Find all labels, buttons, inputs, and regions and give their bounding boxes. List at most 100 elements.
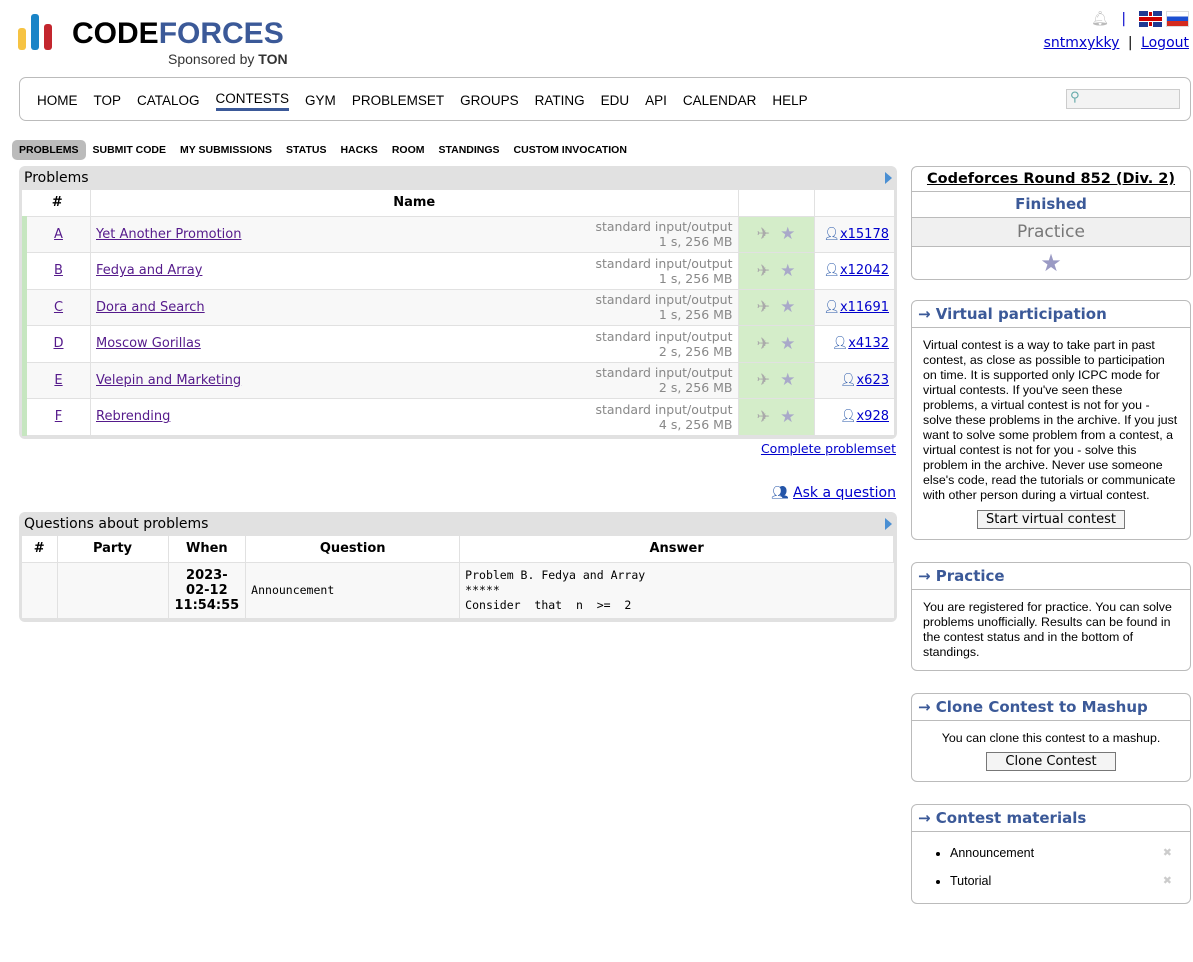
problem-index-link[interactable]: E <box>54 372 63 388</box>
problem-index-link[interactable]: C <box>53 299 64 315</box>
ask-question-link[interactable]: Ask a question <box>793 485 896 501</box>
problem-row: F Rebrending standard input/output 4 s, 25… <box>22 398 894 436</box>
favorite-star-icon[interactable]: ★ <box>780 333 796 354</box>
menu-item-rating[interactable]: RATING <box>534 92 585 108</box>
solved-count-link[interactable]: x15178 <box>839 226 889 242</box>
question-text: Announcement <box>245 562 461 619</box>
subnav-custom-invocation[interactable]: CUSTOM INVOCATION <box>513 144 627 156</box>
separator: | <box>1121 11 1127 27</box>
solved-user-icon: 👤︎ <box>839 409 857 425</box>
clone-contest-button[interactable]: Clone Contest <box>986 752 1116 771</box>
material-link[interactable]: Announcement <box>950 846 1035 860</box>
solved-count-link[interactable]: x4132 <box>848 336 889 352</box>
favorite-star-icon[interactable]: ★ <box>780 370 796 391</box>
ask-question[interactable]: 👥︎ Ask a question <box>771 484 896 502</box>
menu-item-contests[interactable]: CONTESTS <box>215 88 290 111</box>
problem-row: C Dora and Search standard input/output 1 … <box>22 289 894 326</box>
contest-materials-box: → Contest materials Announcement✖Tutoria… <box>911 804 1191 904</box>
submit-plane-icon[interactable]: ✈︎ <box>756 406 771 426</box>
start-virtual-contest-button[interactable]: Start virtual contest <box>977 510 1125 529</box>
russian-flag-icon[interactable] <box>1166 11 1189 27</box>
solved-user-icon: 👤︎ <box>839 372 857 388</box>
submit-plane-icon[interactable]: ✈︎ <box>756 333 771 353</box>
question-answer: Problem B. Fedya and Array ***** Consider … <box>459 562 894 619</box>
material-item[interactable]: Announcement ✖ <box>950 846 1190 861</box>
solved-count-link[interactable]: x928 <box>856 409 889 425</box>
problem-io: standard input/output <box>595 401 733 417</box>
menu-item-groups[interactable]: GROUPS <box>460 92 519 108</box>
expand-arrow-icon[interactable] <box>885 518 892 530</box>
username-link[interactable]: sntmxykky <box>1043 35 1120 51</box>
separator: | <box>1127 35 1133 51</box>
menu-item-gym[interactable]: GYM <box>305 92 336 108</box>
menu-item-top[interactable]: TOP <box>93 92 122 108</box>
remove-icon[interactable]: ✖ <box>1162 847 1172 859</box>
problem-name-link[interactable]: Rebrending <box>96 409 171 425</box>
solved-count-link[interactable]: x12042 <box>839 263 889 279</box>
material-link[interactable]: Tutorial <box>950 874 992 888</box>
favorite-star-icon[interactable]: ★ <box>780 260 796 281</box>
menu-item-home[interactable]: HOME <box>37 92 78 108</box>
subnav-status[interactable]: STATUS <box>286 144 327 156</box>
favorite-star-icon[interactable]: ★ <box>780 224 796 245</box>
favorite-star-icon[interactable]: ★ <box>780 406 796 427</box>
answer-line: ***** <box>465 582 500 597</box>
problem-row: A Yet Another Promotion standard input/ou… <box>22 216 894 253</box>
problem-name-link[interactable]: Yet Another Promotion <box>96 226 242 242</box>
subnav-standings[interactable]: STANDINGS <box>438 144 500 156</box>
problem-name-link[interactable]: Dora and Search <box>96 299 205 315</box>
problem-io: standard input/output <box>595 365 733 381</box>
search-input[interactable]: ⚲ <box>1066 89 1180 109</box>
contest-name-link[interactable]: Codeforces Round 852 (Div. 2) <box>926 171 1176 187</box>
problem-name-link[interactable]: Fedya and Array <box>96 263 203 279</box>
material-item[interactable]: Tutorial ✖ <box>950 874 1190 889</box>
subnav-problems[interactable]: PROBLEMS <box>12 140 86 160</box>
submit-plane-icon[interactable]: ✈︎ <box>756 297 771 317</box>
solved-user-icon: 👤︎ <box>823 263 840 279</box>
favorite-star-icon[interactable]: ★ <box>1040 249 1062 277</box>
remove-icon[interactable]: ✖ <box>1162 875 1172 887</box>
sponsor-text: Sponsored by <box>168 51 259 67</box>
problem-index-link[interactable]: B <box>54 263 63 279</box>
complete-problemset-link[interactable]: Complete problemset <box>760 441 896 456</box>
problems-title: Problems <box>24 170 89 186</box>
problem-limits: 1 s, 256 MB <box>658 270 733 286</box>
logout-link[interactable]: Logout <box>1141 35 1189 51</box>
questions-title: Questions about problems <box>24 516 209 532</box>
questions-table: # Party When Question Answer 2023-02-12 11:5… <box>22 536 894 619</box>
subnav-submit-code[interactable]: SUBMIT CODE <box>92 144 167 156</box>
menu-item-api[interactable]: API <box>645 92 667 108</box>
problem-io: standard input/output <box>595 219 733 235</box>
submit-plane-icon[interactable]: ✈︎ <box>756 260 771 280</box>
problem-name-link[interactable]: Velepin and Marketing <box>96 372 242 388</box>
menu-item-edu[interactable]: EDU <box>600 92 630 108</box>
problem-row: B Fedya and Array standard input/output 1 … <box>22 252 894 290</box>
menu-item-calendar[interactable]: CALENDAR <box>682 92 757 108</box>
problem-index-link[interactable]: A <box>54 226 63 242</box>
virtual-text: Virtual contest is a way to take part in… <box>923 338 1178 502</box>
menu-item-problemset[interactable]: PROBLEMSET <box>351 92 445 108</box>
subnav-my-submissions[interactable]: MY SUBMISSIONS <box>180 144 273 156</box>
menu-item-catalog[interactable]: CATALOG <box>137 92 200 108</box>
codeforces-logo[interactable]: CODEFORCES Sponsored by TON <box>18 14 318 70</box>
subnav-room[interactable]: ROOM <box>391 144 425 156</box>
search-icon: ⚲ <box>1070 90 1080 105</box>
problem-name-link[interactable]: Moscow Gorillas <box>96 336 201 352</box>
solved-count-link[interactable]: x623 <box>856 372 889 388</box>
solved-count-link[interactable]: x11691 <box>839 299 889 315</box>
menu-item-help[interactable]: HELP <box>772 92 808 108</box>
problem-index-link[interactable]: F <box>54 409 63 425</box>
submit-plane-icon[interactable]: ✈︎ <box>756 370 771 390</box>
favorite-star-icon[interactable]: ★ <box>780 297 796 318</box>
problem-index-link[interactable]: D <box>53 336 64 352</box>
header-name: Name <box>90 190 739 217</box>
practice-text: You are registered for practice. You can… <box>923 600 1172 659</box>
clone-contest-box: → Clone Contest to Mashup You can clone … <box>911 693 1191 782</box>
subnav-hacks[interactable]: HACKS <box>340 144 378 156</box>
problems-table: # Name A Yet Another Promotion standard in… <box>22 190 894 436</box>
expand-arrow-icon[interactable] <box>885 172 892 184</box>
english-flag-icon[interactable] <box>1138 11 1162 27</box>
submit-plane-icon[interactable]: ✈︎ <box>756 224 771 244</box>
contest-phase: Finished <box>912 192 1190 218</box>
notification-bell-icon[interactable]: 🔔︎ <box>1091 11 1109 27</box>
